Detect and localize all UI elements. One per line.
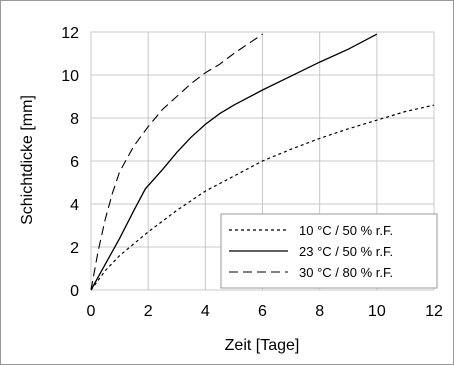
- x-tick-label: 4: [201, 303, 210, 320]
- series-line-2: [90, 33, 378, 291]
- y-tick-label: 8: [70, 111, 79, 128]
- y-tick-label: 4: [70, 197, 79, 214]
- x-axis-title: Zeit [Tage]: [225, 337, 300, 354]
- legend: 10 °C / 50 % r.F. 23 °C / 50 % r.F. 30 °C …: [220, 213, 438, 289]
- legend-label-1: 10 °C / 50 % r.F.: [299, 223, 393, 238]
- legend-label-2: 23 °C / 50 % r.F.: [299, 244, 393, 259]
- series-line-3: [90, 33, 263, 291]
- tick-labels: 0 2 4 6 8 10 12 0 2 4 6 8 10 12: [61, 25, 443, 320]
- y-tick-label: 12: [61, 25, 79, 42]
- y-tick-label: 2: [70, 240, 79, 257]
- legend-box: [220, 213, 438, 289]
- x-tick-label: 12: [425, 303, 443, 320]
- x-tick-label: 8: [315, 303, 324, 320]
- y-axis-title: Schichtdicke [mm]: [19, 95, 36, 225]
- x-tick-label: 2: [144, 303, 153, 320]
- legend-label-3: 30 °C / 80 % r.F.: [299, 265, 393, 280]
- y-tick-label: 0: [70, 283, 79, 300]
- y-tick-label: 10: [61, 68, 79, 85]
- x-tick-label: 6: [258, 303, 267, 320]
- series-lines: [90, 33, 435, 291]
- series-line-1: [90, 104, 435, 291]
- y-tick-label: 6: [70, 154, 79, 171]
- x-tick-label: 10: [368, 303, 386, 320]
- x-tick-label: 0: [87, 303, 96, 320]
